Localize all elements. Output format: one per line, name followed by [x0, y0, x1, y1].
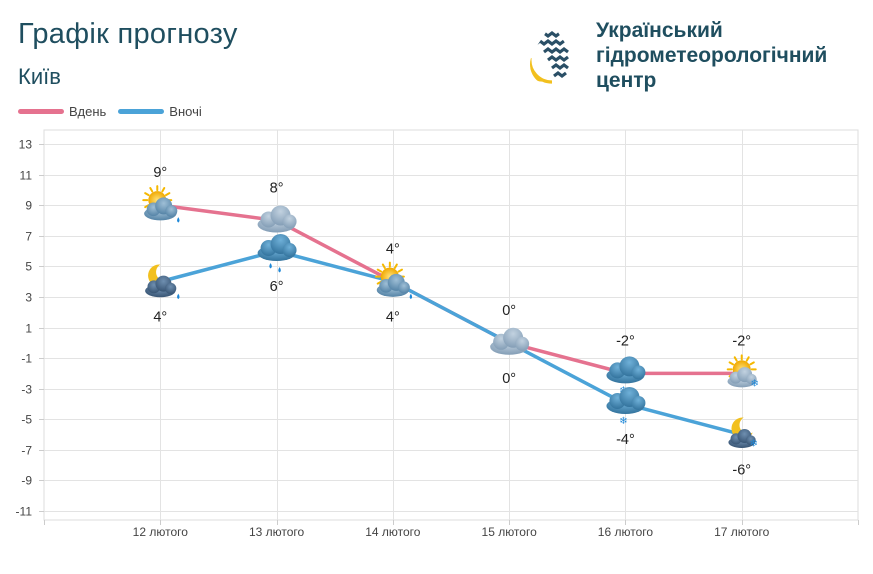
- logo-text: Український гідрометеорологічний центр: [596, 18, 827, 93]
- data-label-night: 4°: [153, 310, 167, 326]
- data-label-day: 9°: [153, 165, 167, 181]
- x-tick-label: 17 лютого: [714, 525, 770, 539]
- data-label-day: 8°: [270, 180, 284, 196]
- city-name: Київ: [18, 64, 61, 89]
- data-label-day: 0°: [502, 303, 516, 319]
- data-label-night: -6°: [732, 463, 751, 479]
- series-line-night: [158, 249, 744, 437]
- svg-text:❄: ❄: [751, 378, 759, 389]
- night-weather-icon: ❄: [606, 386, 646, 427]
- logo-line-2: гідрометеорологічний: [596, 44, 828, 67]
- x-tick-label: 15 лютого: [482, 525, 538, 539]
- legend-swatch-day: [18, 108, 64, 114]
- chart-series: [158, 203, 744, 437]
- night-weather-icon: [145, 264, 180, 300]
- y-tick-label: 9: [25, 199, 32, 213]
- y-tick-label: -9: [21, 474, 32, 488]
- y-tick-label: -1: [21, 352, 32, 366]
- data-label-day: -2°: [732, 333, 751, 349]
- day-weather-icon: [374, 261, 413, 300]
- logo-line-1: Український: [596, 19, 723, 42]
- weather-icons: ❄❄❄❄: [142, 185, 759, 450]
- data-label-day: 4°: [386, 242, 400, 258]
- data-label-night: -4°: [616, 432, 635, 448]
- night-weather-icon: [257, 234, 297, 273]
- svg-text:❄: ❄: [619, 416, 627, 427]
- y-tick-label: 3: [25, 291, 32, 305]
- x-axis: 12 лютого 13 лютого 14 лютого 15 лютого 16 л…: [133, 525, 770, 539]
- data-label-night: 0°: [502, 371, 516, 387]
- day-weather-icon: ❄: [726, 354, 759, 389]
- legend-label-night: Вночі: [169, 103, 202, 119]
- y-tick-label: -3: [21, 383, 32, 397]
- data-labels: 9° 8° 4° 0° -2° -2° 4° 6° 4° 0° -4° -6°: [153, 165, 751, 478]
- ukrhydromet-logo[interactable]: Український гідрометеорологічний центр: [526, 18, 866, 94]
- y-tick-label: 11: [20, 169, 33, 183]
- y-tick-label: 5: [25, 260, 32, 274]
- y-tick-label: 13: [19, 138, 33, 152]
- y-axis: 13 11 9 7 5 3 1 -1 -3 -5 -7 -9 -11: [16, 138, 33, 519]
- y-tick-label: 7: [25, 230, 32, 244]
- x-tick-label: 16 лютого: [598, 525, 654, 539]
- y-tick-label: 1: [25, 322, 32, 336]
- x-tick-label: 14 лютого: [365, 525, 421, 539]
- data-label-day: -2°: [616, 333, 635, 349]
- x-tick-label: 13 лютого: [249, 525, 305, 539]
- logo-drop-icon: [530, 20, 574, 86]
- chart-grid: [39, 129, 859, 525]
- data-label-night: 4°: [386, 310, 400, 326]
- legend-item-night[interactable]: Вночі: [118, 103, 202, 119]
- x-tick-label: 12 лютого: [133, 525, 189, 539]
- day-weather-icon: [142, 185, 180, 223]
- chart-title: Графік прогнозу: [18, 18, 238, 50]
- legend-swatch-night: [118, 108, 165, 114]
- logo-line-3: центр: [596, 69, 657, 92]
- data-label-night: 6°: [270, 279, 284, 295]
- y-tick-label: -7: [21, 444, 32, 458]
- series-line-day: [158, 203, 744, 376]
- day-weather-icon: [257, 205, 297, 233]
- svg-text:❄: ❄: [750, 439, 758, 450]
- y-tick-label: -11: [16, 505, 33, 519]
- night-weather-icon: ❄: [728, 417, 758, 450]
- chart-legend: Вдень Вночі: [18, 102, 214, 120]
- y-tick-label: -5: [21, 413, 32, 427]
- legend-label-day: Вдень: [69, 103, 107, 119]
- legend-item-day[interactable]: Вдень: [18, 104, 106, 119]
- day-weather-icon: [490, 327, 530, 355]
- plot-frame: [43, 129, 859, 521]
